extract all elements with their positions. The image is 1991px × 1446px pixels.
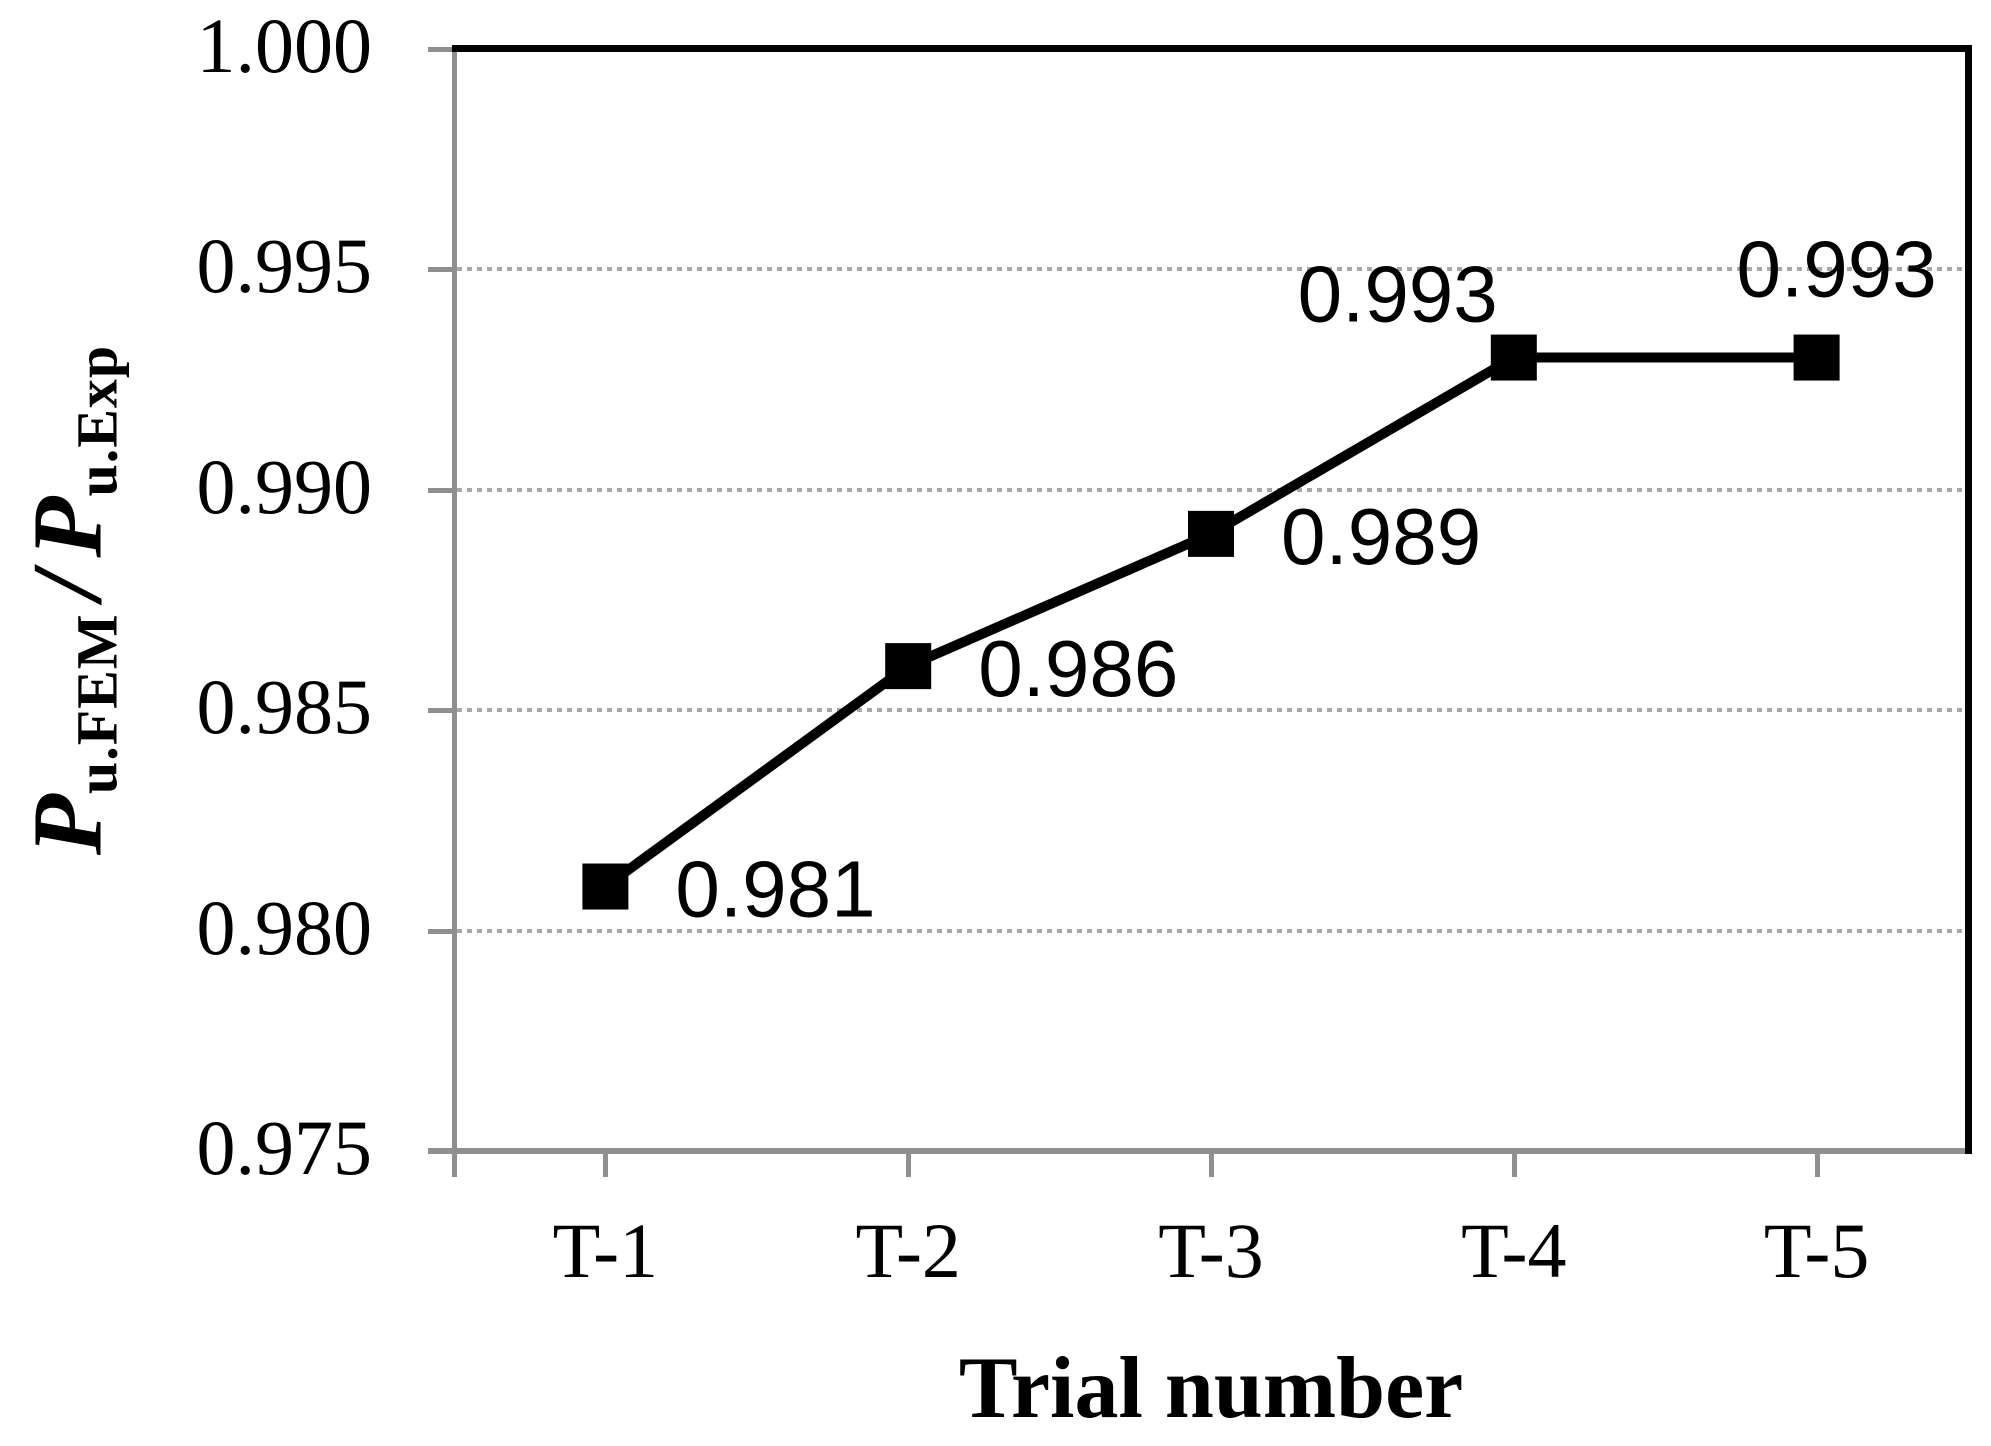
x-tick-label: T-5 <box>1763 1207 1870 1294</box>
data-point-label-T-2: 0.986 <box>978 624 1178 713</box>
y-axis-tick <box>428 47 453 52</box>
x-tick-label: T-4 <box>1461 1207 1567 1294</box>
data-point-marker-T-2 <box>885 643 932 690</box>
x-axis-tick <box>906 1154 912 1177</box>
y-axis-title: Pu.FEM / Pu.Exp <box>11 345 129 855</box>
y-title-sub1: u.FEM <box>64 613 130 795</box>
x-axis-tick <box>1511 1154 1517 1177</box>
data-point-label-T-5: 0.993 <box>1736 225 1936 314</box>
y-axis-tick <box>428 708 453 714</box>
x-tick-label: T-1 <box>552 1207 659 1294</box>
y-title-slash: / <box>11 571 123 600</box>
data-point-label-T-1: 0.981 <box>675 845 875 934</box>
x-tick-label: T-3 <box>1158 1207 1264 1294</box>
y-tick-label: 0.990 <box>196 442 373 530</box>
y-title-p1: P <box>11 794 123 856</box>
y-title-p2: P <box>11 496 123 558</box>
data-point-marker-T-1 <box>582 863 629 910</box>
y-gridline <box>457 487 1965 492</box>
x-axis-tick <box>1814 1154 1820 1177</box>
y-axis-tick <box>428 928 453 934</box>
data-point-label-T-4: 0.993 <box>1298 250 1498 339</box>
x-tick-label: T-2 <box>855 1207 961 1294</box>
y-axis-tick <box>428 487 453 493</box>
data-point-marker-T-4 <box>1490 334 1537 381</box>
y-gridline <box>457 928 1965 933</box>
data-point-marker-T-3 <box>1188 510 1234 557</box>
plot-right-border <box>1965 45 1972 1154</box>
y-tick-label: 0.985 <box>196 663 373 751</box>
x-axis-line <box>428 1148 1968 1154</box>
y-title-sub2: u.Exp <box>64 344 130 497</box>
y-axis-line <box>452 48 457 1177</box>
series-line <box>602 352 1817 891</box>
data-point-marker-T-5 <box>1793 334 1840 381</box>
x-axis-title: Trial number <box>958 1340 1464 1437</box>
data-point-label-T-3: 0.989 <box>1281 492 1481 581</box>
y-tick-label: 1.000 <box>196 2 373 89</box>
plot-top-border <box>452 45 1972 52</box>
y-axis-tick <box>428 267 453 273</box>
y-gridline <box>457 708 1965 713</box>
y-tick-label: 0.995 <box>196 222 373 310</box>
x-axis-tick <box>603 1154 609 1177</box>
y-tick-label: 0.975 <box>196 1104 373 1191</box>
y-gridline <box>457 267 1965 272</box>
y-tick-label: 0.980 <box>196 883 373 971</box>
x-axis-tick <box>1209 1154 1214 1177</box>
